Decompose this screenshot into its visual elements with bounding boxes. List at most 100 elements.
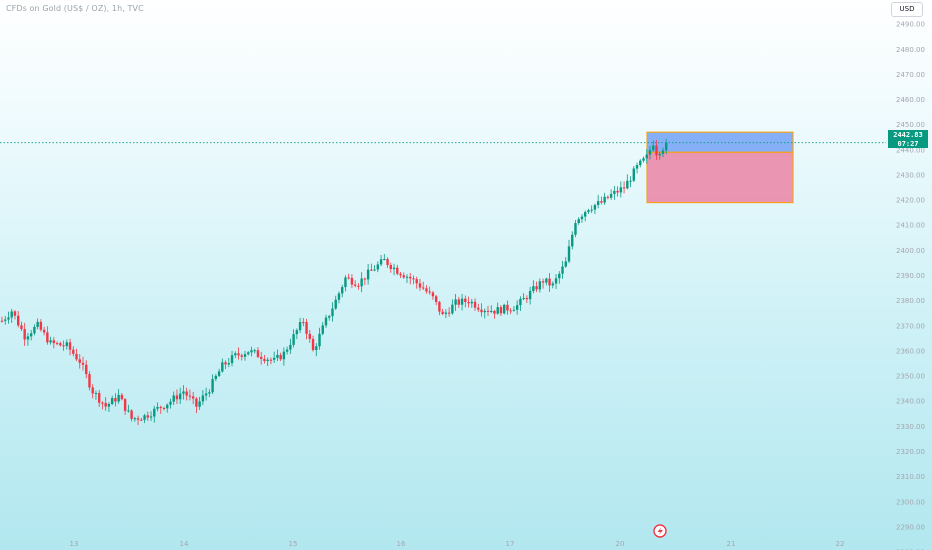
candle (639, 159, 642, 168)
candle (337, 291, 341, 304)
candle-body (609, 193, 613, 198)
candle-body (237, 353, 240, 356)
candle (52, 337, 56, 349)
candle-body (250, 350, 253, 353)
stop-zone[interactable] (646, 151, 794, 204)
candle-body (477, 307, 480, 310)
candle-body (584, 212, 587, 217)
candle (276, 349, 279, 362)
candle-body (221, 362, 224, 372)
candle (29, 329, 33, 341)
candle (344, 275, 347, 292)
time-tick-label: 21 (727, 540, 736, 548)
candle-body (324, 317, 328, 326)
candle (661, 147, 665, 158)
candle-body (457, 299, 461, 305)
candle (428, 286, 431, 295)
candle (101, 401, 104, 410)
candle (652, 140, 655, 152)
candle (480, 303, 483, 317)
candle (396, 264, 399, 276)
candle-body (486, 310, 490, 312)
flash-icon[interactable] (653, 524, 667, 538)
candle-body (639, 160, 642, 166)
candle-body (496, 307, 499, 314)
candle (65, 339, 68, 350)
candle-body (156, 407, 159, 409)
time-tick-label: 22 (836, 540, 845, 548)
candle-body (512, 309, 516, 311)
candle (383, 254, 386, 261)
candle (123, 398, 127, 415)
candle-body (522, 298, 525, 300)
candle (447, 307, 451, 317)
candle-body (162, 408, 166, 410)
candle-body (169, 401, 172, 405)
candle-body (622, 187, 626, 189)
time-axis[interactable]: 13 14 15 16 17 20 21 22 (70, 540, 845, 548)
candle (561, 260, 564, 279)
candle-body (191, 396, 195, 399)
candle-body (172, 395, 175, 402)
candle-body (353, 284, 357, 286)
candle-body (548, 278, 551, 286)
candle (619, 181, 623, 198)
candle (10, 308, 13, 323)
candle (373, 265, 376, 272)
last-price-tag: 2442.83 07:27 (888, 130, 928, 148)
candle-body (295, 330, 299, 335)
candle (78, 354, 81, 369)
candle (263, 354, 266, 364)
candle (402, 272, 405, 279)
candle-body (298, 322, 302, 331)
candle (4, 316, 7, 325)
candle (415, 276, 418, 289)
candle (59, 341, 62, 347)
trade-zones[interactable] (646, 131, 794, 204)
candle (107, 402, 111, 412)
candle-body (328, 316, 331, 318)
candle (571, 231, 574, 250)
candle (211, 374, 214, 395)
candle-body (661, 150, 665, 154)
candle (94, 390, 98, 400)
candle (470, 298, 473, 308)
candle (457, 296, 461, 308)
candle (55, 341, 59, 346)
candle (596, 194, 600, 209)
candle (279, 352, 282, 362)
candle-body (648, 150, 652, 155)
candle (379, 255, 383, 267)
candle (535, 281, 538, 293)
candle-body (431, 292, 435, 297)
candle (159, 405, 162, 414)
candle (266, 357, 269, 367)
target-zone[interactable] (646, 131, 794, 153)
candle-body (104, 402, 107, 407)
candle-body (580, 216, 584, 220)
candle (629, 176, 632, 188)
candle-body (114, 398, 117, 402)
candle-body (350, 277, 354, 285)
candle (341, 284, 344, 298)
price-tick-label: 2460.00 (896, 96, 925, 104)
candle (477, 303, 480, 312)
candle-body (292, 334, 295, 345)
candle (360, 272, 363, 293)
candle-body (554, 278, 558, 284)
candle-body (7, 317, 10, 320)
candle-body (211, 379, 214, 393)
candle-body (587, 210, 590, 213)
candle (496, 302, 499, 315)
currency-button[interactable]: USD (891, 2, 923, 17)
candle-body (117, 394, 120, 402)
candle-body (198, 401, 201, 407)
price-axis[interactable]: 2490.00 2480.00 2470.00 2460.00 2450.00 2440.… (896, 21, 925, 550)
candle-body (17, 315, 20, 326)
candle-body (528, 291, 532, 300)
candle-body (626, 180, 629, 189)
candle-body (140, 419, 143, 421)
candle-body (285, 349, 289, 352)
candle (606, 195, 610, 200)
